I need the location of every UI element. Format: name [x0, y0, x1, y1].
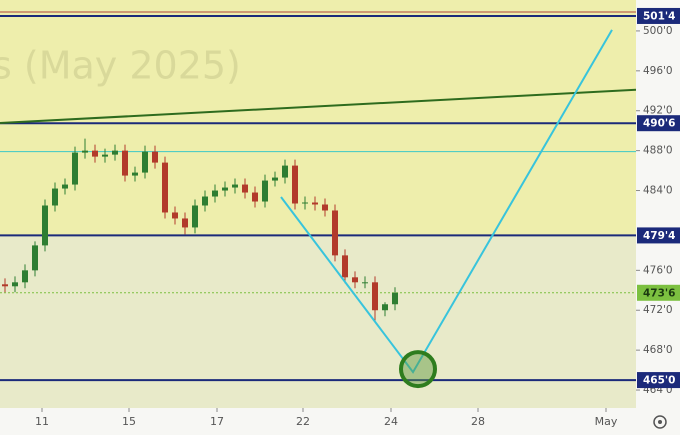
- y-tick-label: 472'0: [643, 304, 673, 316]
- candle-body: [382, 304, 388, 311]
- settings-icon[interactable]: [653, 415, 667, 429]
- x-tick-label: 17: [210, 415, 224, 428]
- candle-body: [42, 205, 48, 246]
- price-badge-label: 490'6: [643, 118, 675, 130]
- candle-body: [82, 150, 88, 153]
- y-tick-label: 484'0: [643, 185, 673, 197]
- x-tick-label: 15: [122, 415, 136, 428]
- price-badge: [637, 115, 680, 132]
- candle-body: [202, 196, 208, 206]
- price-badge-label: 473'6: [643, 287, 675, 299]
- candle-body: [52, 188, 58, 206]
- candle-body: [372, 282, 378, 311]
- candle-body: [152, 151, 158, 163]
- candle-body: [312, 202, 318, 205]
- candle-body: [72, 152, 78, 185]
- x-tick-label: 28: [471, 415, 485, 428]
- candle-body: [102, 154, 108, 157]
- candle-body: [242, 184, 248, 193]
- drawn-line: [280, 29, 613, 374]
- price-badge: [637, 372, 680, 389]
- candle-body: [322, 204, 328, 211]
- candle-body: [222, 187, 228, 191]
- candle-body: [282, 165, 288, 178]
- price-axis: [636, 0, 680, 435]
- x-tick-label: 24: [384, 415, 398, 428]
- candle-body: [362, 282, 368, 284]
- candle-body: [112, 150, 118, 155]
- candle-body: [12, 282, 18, 287]
- candle-body: [262, 180, 268, 202]
- y-tick-label: 492'0: [643, 105, 673, 117]
- x-tick-label: May: [595, 415, 618, 428]
- candle-body: [172, 212, 178, 219]
- target-marker: [399, 350, 437, 389]
- candle-body: [62, 184, 68, 189]
- candle-body: [232, 184, 238, 188]
- candle-body: [192, 205, 198, 228]
- candle-body: [252, 192, 258, 202]
- candle-body: [342, 255, 348, 278]
- plot-area: s (May 2025): [0, 0, 636, 408]
- candle-body: [32, 245, 38, 271]
- candle-body: [122, 150, 128, 176]
- candle-body: [292, 165, 298, 204]
- y-tick-label: 476'0: [643, 264, 673, 276]
- watermark: s (May 2025): [0, 44, 241, 88]
- price-badge-label: 465'0: [643, 375, 675, 387]
- price-badge-label: 501'4: [643, 10, 675, 22]
- candle-body: [302, 202, 308, 204]
- candle-body: [392, 292, 398, 305]
- y-tick-label: 500'0: [643, 25, 673, 37]
- x-tick-label: 11: [35, 415, 49, 428]
- axes: 464'0468'0472'0476'0484'0488'0492'0496'0…: [35, 7, 680, 428]
- candle-body: [2, 284, 8, 287]
- y-tick-label: 488'0: [643, 145, 673, 157]
- candle-body: [332, 210, 338, 256]
- y-tick-label: 496'0: [643, 65, 673, 77]
- x-tick-label: 22: [296, 415, 310, 428]
- time-axis: [0, 408, 636, 435]
- y-tick-label: 468'0: [643, 344, 673, 356]
- candle-body: [22, 270, 28, 283]
- drawn-line: [0, 88, 636, 124]
- candle-body: [352, 277, 358, 283]
- price-badge: [637, 7, 680, 24]
- price-badge: [637, 227, 680, 244]
- candle-body: [212, 190, 218, 197]
- zone: [0, 235, 636, 408]
- candle-body: [182, 218, 188, 228]
- candle-body: [142, 151, 148, 173]
- candle-body: [272, 177, 278, 181]
- candle-body: [92, 150, 98, 157]
- candle-body: [162, 162, 168, 213]
- price-badge: [637, 284, 680, 301]
- price-badge-label: 479'4: [643, 230, 675, 242]
- candle-body: [132, 172, 138, 176]
